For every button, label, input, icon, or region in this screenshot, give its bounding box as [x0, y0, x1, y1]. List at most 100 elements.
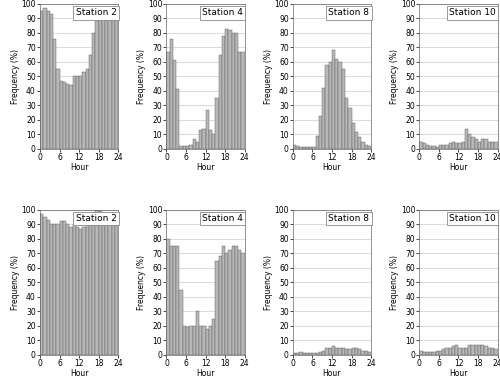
Bar — [53, 224, 56, 355]
Bar — [300, 147, 302, 149]
X-axis label: Hour: Hour — [322, 369, 341, 378]
Bar — [452, 346, 455, 355]
Bar — [232, 246, 235, 355]
Bar — [222, 36, 225, 149]
Bar — [56, 224, 59, 355]
Bar — [484, 346, 488, 355]
Bar — [474, 139, 478, 149]
Bar — [50, 224, 53, 355]
Bar — [63, 82, 66, 149]
Bar — [186, 327, 189, 355]
Bar — [72, 224, 76, 355]
Bar — [196, 142, 199, 149]
Bar — [170, 39, 173, 149]
Bar — [296, 146, 300, 149]
Bar — [108, 7, 112, 149]
Bar — [420, 351, 422, 355]
Bar — [481, 345, 484, 355]
Bar — [202, 129, 205, 149]
Bar — [89, 55, 92, 149]
Bar — [105, 8, 108, 149]
Bar — [468, 345, 471, 355]
X-axis label: Hour: Hour — [70, 163, 88, 172]
Text: Station 4: Station 4 — [202, 8, 243, 17]
Y-axis label: Frequency (%): Frequency (%) — [390, 255, 400, 310]
Bar — [342, 69, 345, 149]
Bar — [322, 88, 326, 149]
Bar — [86, 69, 89, 149]
Bar — [102, 214, 105, 355]
Bar — [488, 347, 491, 355]
Bar — [322, 351, 326, 355]
Bar — [345, 349, 348, 355]
Bar — [189, 145, 192, 149]
Bar — [56, 69, 59, 149]
Bar — [46, 11, 50, 149]
Bar — [478, 345, 481, 355]
Bar — [312, 147, 316, 149]
X-axis label: Hour: Hour — [196, 163, 215, 172]
Bar — [225, 254, 228, 355]
Bar — [63, 222, 66, 355]
Text: Station 8: Station 8 — [328, 8, 370, 17]
Bar — [368, 146, 371, 149]
Bar — [335, 59, 338, 149]
Bar — [355, 347, 358, 355]
Bar — [426, 352, 429, 355]
Bar — [468, 135, 471, 149]
Bar — [319, 115, 322, 149]
Bar — [326, 347, 328, 355]
Bar — [478, 142, 481, 149]
Bar — [362, 351, 364, 355]
X-axis label: Hour: Hour — [196, 369, 215, 378]
Bar — [112, 16, 115, 149]
Bar — [446, 145, 448, 149]
Bar — [316, 353, 319, 355]
Bar — [422, 143, 426, 149]
Bar — [442, 145, 446, 149]
Bar — [362, 142, 364, 149]
Y-axis label: Frequency (%): Frequency (%) — [11, 49, 20, 104]
Text: Station 4: Station 4 — [202, 214, 243, 223]
Bar — [436, 351, 439, 355]
Bar — [312, 353, 316, 355]
Bar — [189, 326, 192, 355]
Bar — [60, 222, 63, 355]
Bar — [206, 110, 209, 149]
Bar — [79, 76, 82, 149]
Bar — [202, 326, 205, 355]
Bar — [180, 146, 182, 149]
Bar — [115, 18, 118, 149]
X-axis label: Hour: Hour — [449, 163, 468, 172]
Bar — [108, 216, 112, 355]
Y-axis label: Frequency (%): Frequency (%) — [138, 49, 146, 104]
Bar — [222, 246, 225, 355]
Bar — [484, 139, 488, 149]
Bar — [455, 345, 458, 355]
Y-axis label: Frequency (%): Frequency (%) — [138, 255, 146, 310]
Bar — [358, 137, 362, 149]
Bar — [472, 137, 474, 149]
Bar — [225, 28, 228, 149]
Bar — [332, 346, 335, 355]
Bar — [242, 254, 244, 355]
Bar — [70, 227, 72, 355]
Bar — [209, 130, 212, 149]
Bar — [218, 256, 222, 355]
Y-axis label: Frequency (%): Frequency (%) — [11, 255, 20, 310]
Bar — [242, 52, 244, 149]
Bar — [166, 239, 170, 355]
Bar — [296, 353, 300, 355]
Bar — [105, 216, 108, 355]
Y-axis label: Frequency (%): Frequency (%) — [264, 49, 273, 104]
Bar — [40, 214, 43, 355]
Bar — [102, 11, 105, 149]
Bar — [92, 217, 96, 355]
Bar — [429, 352, 432, 355]
Bar — [352, 123, 355, 149]
Bar — [474, 345, 478, 355]
X-axis label: Hour: Hour — [449, 369, 468, 378]
Bar — [429, 146, 432, 149]
Bar — [316, 136, 319, 149]
Bar — [458, 347, 462, 355]
